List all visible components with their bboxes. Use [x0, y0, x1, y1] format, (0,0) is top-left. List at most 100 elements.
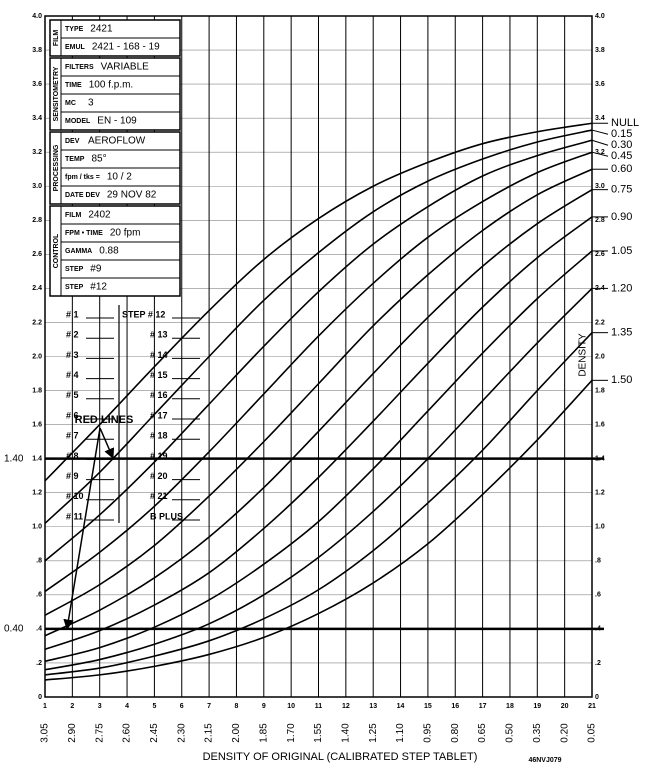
- panel-field-label: FPM • TIME: [65, 230, 103, 237]
- panel-section-label: FILM: [53, 30, 60, 46]
- y-tick-label: 4.0: [32, 13, 42, 20]
- step-label: # 1: [66, 309, 79, 319]
- x-density-label: 1.70: [286, 723, 297, 743]
- y-tick-label: .2: [36, 660, 42, 667]
- step-label: # 10: [66, 491, 84, 501]
- figure-code: 46NVJ079: [528, 757, 561, 764]
- curve: [44, 151, 593, 593]
- y-tick-label-right: 3.2: [595, 149, 605, 156]
- x-density-label: 1.85: [258, 723, 269, 743]
- y-tick-label: .4: [36, 626, 42, 633]
- y-tick-label-right: .8: [595, 558, 601, 565]
- step-label: # 3: [66, 350, 79, 360]
- panel-field-value: 2402: [88, 210, 111, 221]
- x-tick-label: 6: [180, 703, 184, 710]
- y-tick-label-right: 2.6: [595, 251, 605, 258]
- panel-section-label: SENSITOMETRY: [53, 66, 60, 121]
- panel-field-value: 85°: [91, 154, 106, 165]
- panel-field-label: FILM: [65, 212, 81, 219]
- y-tick-label: .6: [36, 592, 42, 599]
- y-tick-label-right: 1.2: [595, 490, 605, 497]
- x-density-label: 2.30: [176, 723, 187, 743]
- y-tick-label: 2.2: [32, 319, 42, 326]
- step-label: # 14: [150, 350, 168, 360]
- red-lines-label: RED LINES: [75, 414, 134, 426]
- panel-field-value: 10 / 2: [107, 172, 132, 183]
- legend-label: 0.30: [611, 139, 632, 151]
- y-tick-label-right: 3.6: [595, 81, 605, 88]
- x-density-label: 2.90: [67, 723, 78, 743]
- step-label: # 21: [150, 491, 168, 501]
- curve: [44, 129, 593, 524]
- x-density-label: 1.25: [368, 723, 379, 743]
- step-label: # 4: [66, 370, 79, 380]
- legend-label: NULL: [611, 117, 639, 129]
- panel-field-value: EN - 109: [97, 116, 137, 127]
- y-tick-label: 2.4: [32, 285, 42, 292]
- x-density-label: 3.05: [40, 723, 51, 743]
- y-tick-label: 1.0: [32, 524, 42, 531]
- step-label: # 15: [150, 370, 168, 380]
- panel-section-label: PROCESSING: [53, 144, 60, 191]
- panel-field-label: fpm / tks =: [65, 174, 100, 181]
- x-tick-label: 12: [342, 703, 350, 710]
- arrow: [99, 427, 115, 459]
- x-density-label: 0.65: [477, 723, 488, 743]
- curve: [44, 139, 593, 562]
- x-density-label: 2.75: [94, 723, 105, 743]
- x-tick-label: 9: [262, 703, 266, 710]
- y-tick-label-right: 3.0: [595, 183, 605, 190]
- step-label: # 7: [66, 431, 79, 441]
- info-panel: FILM TYPE 2421 EMUL 2421 - 168 - 19 SENSITOME…: [49, 19, 181, 297]
- x-density-label: 1.40: [340, 723, 351, 743]
- step-label: # 18: [150, 431, 168, 441]
- x-tick-label: 3: [98, 703, 102, 710]
- y-tick-label: 3.0: [32, 183, 42, 190]
- x-tick-label: 5: [152, 703, 156, 710]
- x-tick-label: 4: [125, 703, 129, 710]
- y-tick-label-right: 0: [595, 694, 599, 701]
- curve: [44, 168, 593, 616]
- x-tick-label: 10: [287, 703, 295, 710]
- panel-section: [49, 205, 181, 297]
- y-tick-label: 3.4: [32, 115, 42, 122]
- step-list: # 1 # 2 # 3 # 4 # 5 # 6 # 7 # 8 # 9 # 10 # 11 STEP …: [66, 305, 200, 523]
- legend-leader: [591, 129, 609, 135]
- curve: [44, 188, 593, 637]
- x-tick-label: 7: [207, 703, 211, 710]
- panel-field-label: TEMP: [65, 156, 85, 163]
- y-tick-label-right: .6: [595, 592, 601, 599]
- curve: [44, 250, 593, 663]
- y-tick-label-right: 3.4: [595, 115, 605, 122]
- y-tick-label-right: 3.8: [595, 47, 605, 54]
- x-density-label: 2.00: [231, 723, 242, 743]
- y-tick-label-right: .2: [595, 660, 601, 667]
- legend-label: 0.90: [611, 211, 632, 223]
- x-tick-label: 19: [533, 703, 541, 710]
- y-tick-label: .8: [36, 558, 42, 565]
- legend-leader: [591, 139, 609, 146]
- y-tick-label-right: 1.6: [595, 421, 605, 428]
- x-density-label: 0.05: [587, 723, 598, 743]
- x-density-label: 2.15: [204, 723, 215, 743]
- step-label: # 19: [150, 451, 168, 461]
- legend-label: 0.45: [611, 150, 632, 162]
- y-tick-label: 2.0: [32, 353, 42, 360]
- x-density-label: 0.95: [423, 723, 434, 743]
- panel-field-label: DEV: [65, 138, 80, 145]
- panel-field-value: 29 NOV 82: [107, 190, 157, 201]
- legend-label: 0.60: [611, 163, 632, 175]
- x-tick-label: 2: [70, 703, 74, 710]
- panel-section-label: CONTROL: [53, 233, 60, 268]
- x-density-label: 2.45: [149, 723, 160, 743]
- y-tick-label-right: 2.8: [595, 217, 605, 224]
- x-density-label: 0.50: [505, 723, 516, 743]
- legend-label: 1.20: [611, 282, 632, 294]
- y-tick-label: 3.6: [32, 81, 42, 88]
- curve: [44, 216, 593, 651]
- y-tick-label-right: 2.2: [595, 319, 605, 326]
- x-tick-label: 1: [43, 703, 47, 710]
- step-label: B PLUS: [150, 511, 183, 521]
- y-tick-label: 1.8: [32, 387, 42, 394]
- x-density-label: 1.10: [395, 723, 406, 743]
